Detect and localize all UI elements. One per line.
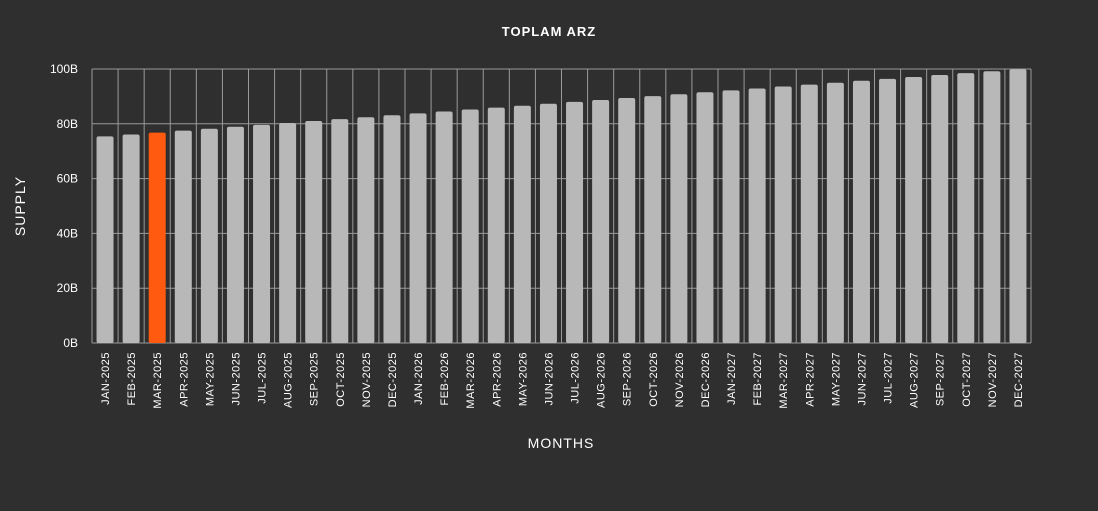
x-tick-label: OCT-2026 xyxy=(648,352,660,407)
bar xyxy=(253,124,271,344)
x-tick-label: JUL-2027 xyxy=(883,352,895,404)
bar xyxy=(513,105,531,343)
x-tick-label: AUG-2027 xyxy=(909,352,921,408)
x-tick-label: MAR-2026 xyxy=(465,352,477,409)
bar xyxy=(409,113,427,343)
x-tick-label: FEB-2026 xyxy=(439,352,451,406)
x-tick-label: FEB-2027 xyxy=(752,352,764,406)
bar xyxy=(226,126,244,343)
x-tick-label: APR-2025 xyxy=(178,352,190,407)
bar xyxy=(748,88,766,343)
x-axis-ticks: JAN-2025 FEB-2025 MAR-2025 APR-2025 MAY-2025… xyxy=(100,352,1025,409)
bar xyxy=(618,98,636,343)
bar xyxy=(722,90,740,344)
bar xyxy=(879,78,897,344)
bar xyxy=(200,128,218,343)
x-tick-label: DEC-2025 xyxy=(387,352,399,407)
bar xyxy=(696,92,714,343)
bar-highlighted xyxy=(148,132,166,343)
x-tick-label: NOV-2025 xyxy=(361,352,373,407)
bar xyxy=(96,136,114,343)
x-tick-label: AUG-2026 xyxy=(596,352,608,408)
bar xyxy=(566,101,584,343)
x-tick-label: APR-2027 xyxy=(804,352,816,407)
x-tick-label: JAN-2027 xyxy=(726,352,738,405)
bar xyxy=(357,117,375,343)
x-tick-label: OCT-2027 xyxy=(961,352,973,407)
x-tick-label: DEC-2027 xyxy=(1013,352,1025,407)
x-tick-label: SEP-2025 xyxy=(309,352,321,406)
x-tick-label: FEB-2025 xyxy=(126,352,138,406)
bar xyxy=(279,122,297,343)
bar xyxy=(383,115,401,343)
bar xyxy=(931,75,949,343)
bar xyxy=(435,111,453,343)
y-tick-label: 80B xyxy=(57,117,78,131)
x-tick-label: MAY-2025 xyxy=(204,352,216,406)
x-tick-label: DEC-2026 xyxy=(700,352,712,407)
x-tick-label: JUL-2025 xyxy=(257,352,269,404)
x-tick-label: NOV-2027 xyxy=(987,352,999,407)
y-tick-label: 40B xyxy=(57,226,78,240)
bar xyxy=(539,103,557,343)
bar xyxy=(1009,69,1027,344)
y-tick-label: 0B xyxy=(63,336,78,350)
bar xyxy=(957,73,975,344)
chart-title: TOPLAM ARZ xyxy=(502,24,597,39)
x-tick-label: MAR-2027 xyxy=(778,352,790,409)
bar xyxy=(592,99,610,344)
x-axis-label: MONTHS xyxy=(528,435,595,451)
y-tick-label: 60B xyxy=(57,172,78,186)
x-tick-label: NOV-2026 xyxy=(674,352,686,407)
x-tick-label: MAY-2027 xyxy=(830,352,842,406)
bar xyxy=(774,86,792,343)
x-tick-label: JAN-2025 xyxy=(100,352,112,405)
x-tick-label: APR-2026 xyxy=(491,352,503,407)
x-tick-label: JUN-2027 xyxy=(856,352,868,406)
y-tick-label: 100B xyxy=(50,62,78,76)
y-tick-label: 20B xyxy=(57,281,78,295)
bar xyxy=(905,76,923,343)
bar xyxy=(305,121,323,343)
x-tick-label: MAY-2026 xyxy=(517,352,529,406)
bar xyxy=(826,82,844,343)
bar xyxy=(122,134,140,343)
x-tick-label: JAN-2026 xyxy=(413,352,425,405)
y-axis-label: SUPPLY xyxy=(12,176,28,236)
bar xyxy=(174,130,192,343)
bar xyxy=(331,119,349,343)
x-tick-label: SEP-2026 xyxy=(622,352,634,406)
bar xyxy=(800,84,818,344)
bar xyxy=(983,71,1001,343)
x-tick-label: AUG-2025 xyxy=(283,352,295,408)
bars xyxy=(96,69,1027,344)
x-tick-label: JUN-2025 xyxy=(230,352,242,406)
x-tick-label: JUN-2026 xyxy=(543,352,555,406)
bar xyxy=(670,94,688,344)
bar xyxy=(644,96,662,343)
grid xyxy=(91,68,1032,344)
x-tick-label: JUL-2026 xyxy=(570,352,582,404)
x-tick-label: MAR-2025 xyxy=(152,352,164,409)
bar xyxy=(487,107,505,343)
y-axis-ticks: 0B 20B 40B 60B 80B 100B xyxy=(50,62,78,350)
x-tick-label: OCT-2025 xyxy=(335,352,347,407)
bar xyxy=(461,109,479,343)
x-tick-label: SEP-2027 xyxy=(935,352,947,406)
bar xyxy=(852,80,870,343)
